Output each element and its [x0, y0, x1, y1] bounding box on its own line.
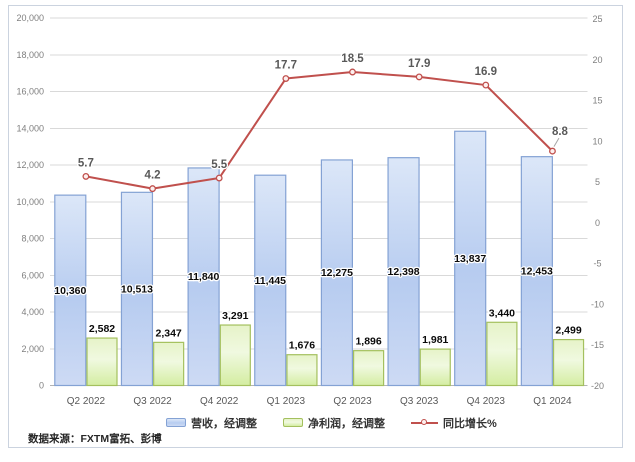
legend-item-growth: 同比增长%	[411, 415, 497, 431]
growth-label: 5.7	[78, 157, 94, 169]
revenue-bar-label: 10,360	[54, 285, 86, 297]
y-axis-left-tick: 4,000	[21, 307, 44, 317]
y-axis-left-tick: 16,000	[16, 87, 44, 97]
y-axis-left-tick: 18,000	[16, 50, 44, 60]
x-axis-label: Q1 2024	[533, 396, 572, 407]
legend-label-growth: 同比增长%	[443, 417, 497, 430]
y-axis-right-tick: 15	[592, 96, 602, 106]
revenue-bar-label: 10,513	[121, 283, 153, 295]
growth-marker	[282, 75, 290, 82]
y-axis-right-tick: -10	[591, 299, 604, 309]
revenue-bar	[387, 157, 420, 387]
y-axis-right-tick: -20	[591, 381, 604, 391]
y-axis-right-tick: 0	[595, 218, 600, 228]
y-axis-left-tick: 14,000	[16, 123, 44, 133]
revenue-bar	[520, 156, 553, 387]
profit-bar	[353, 350, 385, 387]
profit-bar	[552, 338, 585, 387]
y-axis-left-tick: 6,000	[21, 270, 44, 280]
profit-bar-label: 1,981	[422, 334, 448, 346]
profit-bar-label: 2,347	[156, 327, 182, 339]
growth-marker	[415, 73, 423, 81]
profit-bar	[286, 354, 318, 387]
y-axis-right-tick: -5	[593, 259, 601, 269]
y-axis-left-tick: 20,000	[16, 13, 44, 23]
y-axis-right-tick: -15	[591, 340, 604, 350]
revenue-bar-label: 12,398	[387, 266, 419, 278]
y-axis-left-tick: 12,000	[16, 160, 44, 170]
growth-marker	[549, 147, 556, 155]
profit-bar	[153, 341, 185, 387]
growth-line-icon	[411, 418, 438, 427]
revenue-bar	[254, 174, 287, 387]
y-axis-right-tick: 5	[595, 177, 600, 187]
revenue-swatch-icon	[166, 418, 186, 427]
source-note: 数据来源：FXTM富拓、彭博	[28, 433, 162, 445]
profit-bar-label: 3,291	[222, 310, 248, 322]
x-axis-label: Q4 2022	[200, 396, 239, 407]
growth-label: 8.8	[552, 126, 569, 138]
growth-marker	[215, 174, 223, 182]
x-axis-label: Q2 2022	[67, 396, 106, 407]
revenue-bar-label: 12,453	[521, 266, 553, 278]
revenue-bar-label: 11,445	[254, 275, 286, 287]
growth-marker	[349, 68, 356, 76]
legend-item-revenue: 营收，经调整	[166, 415, 257, 431]
growth-line-marker-icon	[421, 419, 427, 425]
growth-marker	[82, 172, 90, 180]
growth-label: 17.7	[275, 60, 297, 72]
x-axis-label: Q2 2023	[333, 396, 372, 407]
growth-label: 4.2	[145, 170, 161, 182]
revenue-bar	[454, 130, 487, 387]
revenue-bar	[120, 191, 154, 387]
y-axis-right-tick: 10	[592, 136, 602, 146]
growth-marker	[149, 185, 156, 193]
y-axis-left-tick: 2,000	[21, 344, 44, 354]
revenue-bar-label: 12,275	[321, 267, 353, 279]
profit-bar-label: 1,896	[355, 336, 381, 348]
revenue-bar	[187, 167, 220, 387]
profit-bar	[86, 337, 118, 387]
profit-swatch-icon	[283, 418, 303, 427]
y-axis-left-tick: 10,000	[16, 197, 44, 207]
y-axis-right-tick: 25	[592, 14, 602, 24]
y-axis-right-tick: 20	[592, 55, 602, 65]
growth-marker	[482, 81, 490, 89]
y-axis-left-tick: 0	[39, 381, 44, 391]
revenue-bar-label: 13,837	[454, 253, 486, 265]
profit-bar	[419, 348, 451, 387]
revenue-bar-label: 11,840	[188, 271, 220, 283]
profit-bar	[219, 324, 251, 387]
growth-label: 18.5	[341, 53, 364, 65]
growth-label: 5.5	[211, 159, 228, 171]
legend-label-revenue: 营收，经调整	[191, 417, 257, 430]
x-axis-label: Q3 2022	[133, 396, 172, 407]
revenue-bar	[54, 194, 87, 387]
profit-bar-label: 2,499	[555, 325, 581, 337]
legend-label-profit: 净利润，经调整	[308, 417, 385, 430]
profit-bar-label: 1,676	[289, 340, 315, 352]
y-axis-left-tick: 8,000	[21, 234, 44, 244]
label-leader-line	[553, 137, 560, 147]
growth-label: 17.9	[408, 58, 430, 70]
x-axis-label: Q1 2023	[267, 396, 306, 407]
x-axis-label: Q4 2023	[467, 396, 506, 407]
legend-item-profit: 净利润，经调整	[283, 415, 385, 431]
profit-bar	[486, 321, 518, 387]
growth-label: 16.9	[475, 66, 497, 78]
growth-line	[85, 71, 554, 190]
profit-bar-label: 2,582	[89, 323, 115, 335]
x-axis-label: Q3 2023	[400, 396, 439, 407]
chart-legend: 营收，经调整 净利润，经调整 同比增长%	[166, 415, 497, 430]
revenue-bar	[320, 159, 353, 387]
profit-bar-label: 3,440	[489, 307, 515, 319]
